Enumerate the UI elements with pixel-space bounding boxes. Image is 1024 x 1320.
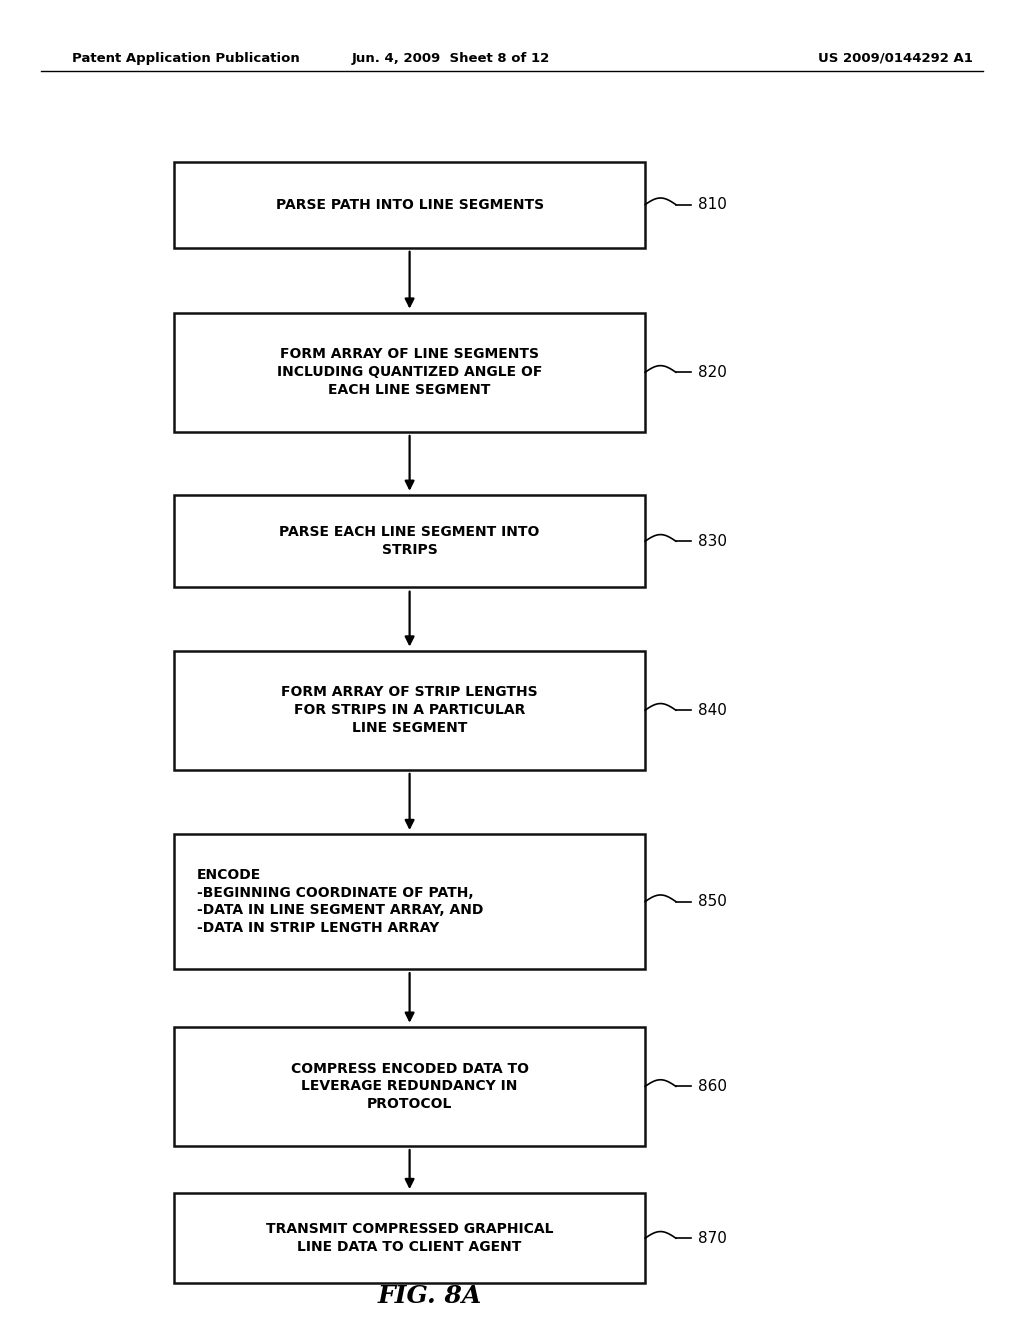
Text: 870: 870	[698, 1230, 727, 1246]
Bar	[174, 313, 645, 432]
Text: FORM ARRAY OF STRIP LENGTHS
FOR STRIPS IN A PARTICULAR
LINE SEGMENT: FORM ARRAY OF STRIP LENGTHS FOR STRIPS I…	[282, 685, 538, 735]
Bar	[174, 1027, 645, 1146]
Text: 840: 840	[698, 702, 727, 718]
Text: FORM ARRAY OF LINE SEGMENTS
INCLUDING QUANTIZED ANGLE OF
EACH LINE SEGMENT: FORM ARRAY OF LINE SEGMENTS INCLUDING QU…	[276, 347, 543, 397]
Text: Patent Application Publication: Patent Application Publication	[72, 51, 299, 65]
Text: 810: 810	[698, 197, 727, 213]
Text: TRANSMIT COMPRESSED GRAPHICAL
LINE DATA TO CLIENT AGENT: TRANSMIT COMPRESSED GRAPHICAL LINE DATA …	[266, 1222, 553, 1254]
Text: US 2009/0144292 A1: US 2009/0144292 A1	[818, 51, 973, 65]
Text: FIG. 8A: FIG. 8A	[378, 1284, 482, 1308]
Bar	[174, 651, 645, 770]
Bar	[174, 834, 645, 969]
Bar	[174, 495, 645, 587]
Text: Jun. 4, 2009  Sheet 8 of 12: Jun. 4, 2009 Sheet 8 of 12	[351, 51, 550, 65]
Bar	[174, 162, 645, 248]
Text: 820: 820	[698, 364, 727, 380]
Bar	[174, 1193, 645, 1283]
Text: ENCODE
-BEGINNING COORDINATE OF PATH,
-DATA IN LINE SEGMENT ARRAY, AND
-DATA IN : ENCODE -BEGINNING COORDINATE OF PATH, -D…	[197, 867, 483, 936]
Text: PARSE PATH INTO LINE SEGMENTS: PARSE PATH INTO LINE SEGMENTS	[275, 198, 544, 211]
Text: 860: 860	[698, 1078, 727, 1094]
Text: 850: 850	[698, 894, 727, 909]
Text: COMPRESS ENCODED DATA TO
LEVERAGE REDUNDANCY IN
PROTOCOL: COMPRESS ENCODED DATA TO LEVERAGE REDUND…	[291, 1061, 528, 1111]
Text: 830: 830	[698, 533, 727, 549]
Text: PARSE EACH LINE SEGMENT INTO
STRIPS: PARSE EACH LINE SEGMENT INTO STRIPS	[280, 525, 540, 557]
